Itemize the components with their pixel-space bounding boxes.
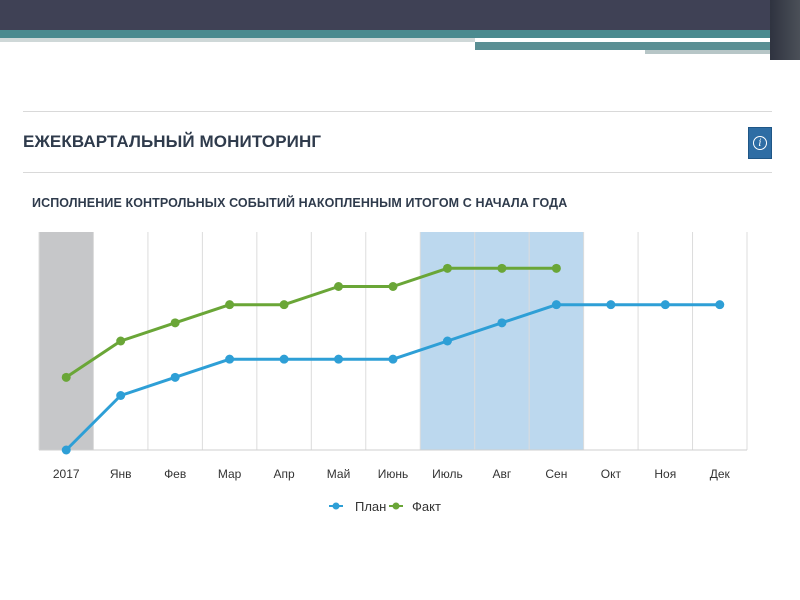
banner-light-band-right <box>645 50 785 54</box>
data-point-0-5 <box>334 354 344 364</box>
series-line-1 <box>65 266 557 379</box>
x-tick-label: Сен <box>545 467 567 481</box>
chart-grid <box>38 232 748 451</box>
data-point-1-6 <box>388 282 398 291</box>
data-point-0-7 <box>442 336 452 346</box>
legend-marker-0 <box>332 502 340 510</box>
data-point-0-11 <box>660 300 670 310</box>
x-tick-label: Дек <box>710 467 731 481</box>
legend-marker-1 <box>392 502 400 510</box>
data-point-0-12 <box>715 300 725 310</box>
data-point-0-10 <box>606 300 616 310</box>
x-tick-label: Ноя <box>654 467 676 481</box>
data-point-1-3 <box>225 300 235 310</box>
x-tick-label: Мар <box>218 467 242 481</box>
banner-teal-band-right <box>475 42 800 50</box>
data-point-0-2 <box>170 372 180 382</box>
divider-bottom <box>23 172 772 173</box>
data-point-0-0 <box>61 445 71 455</box>
data-point-0-8 <box>497 318 507 328</box>
data-point-0-6 <box>388 354 398 364</box>
banner-teal-band <box>0 30 800 38</box>
data-point-1-2 <box>170 318 180 328</box>
page-title: ЕЖЕКВАРТАЛЬНЫЙ МОНИТОРИНГ <box>23 132 322 151</box>
highlight-band-0 <box>39 232 94 450</box>
data-point-0-9 <box>551 300 561 310</box>
data-point-0-4 <box>279 354 289 364</box>
x-tick-label: Авг <box>493 467 512 481</box>
data-point-1-7 <box>442 263 452 273</box>
data-point-0-1 <box>116 391 126 400</box>
banner-light-band <box>0 38 475 42</box>
x-tick-label: Окт <box>601 467 622 481</box>
data-point-1-9 <box>551 263 561 273</box>
x-tick-label: 2017 <box>53 467 80 481</box>
series-points <box>61 263 725 455</box>
x-tick-label: Июнь <box>378 467 409 481</box>
data-point-1-0 <box>61 372 71 382</box>
x-tick-label: Июль <box>432 467 463 481</box>
data-point-0-3 <box>225 354 235 364</box>
legend-label-0: План <box>355 499 386 514</box>
divider-top <box>23 111 772 112</box>
info-icon: i <box>753 136 767 150</box>
slide-top-banner <box>0 0 800 60</box>
line-chart: 2017 Янв Фев Мар Апр Май Июнь Июль Авг Сен Окт Ноя Д… <box>38 232 748 514</box>
legend-label-1: Факт <box>412 499 441 514</box>
x-axis-ticks: 2017 Янв Фев Мар Апр Май Июнь Июль Авг Сен Окт Ноя Д… <box>53 467 731 481</box>
x-tick-label: Май <box>327 467 351 481</box>
info-button[interactable]: i <box>748 127 772 159</box>
x-tick-label: Фев <box>164 467 186 481</box>
chart-legend: План Факт <box>329 499 441 514</box>
data-point-1-1 <box>116 336 126 346</box>
x-tick-label: Янв <box>110 467 132 481</box>
banner-corner <box>770 0 800 60</box>
banner-dark-band <box>0 0 800 30</box>
chart-title: ИСПОЛНЕНИЕ КОНТРОЛЬНЫХ СОБЫТИЙ НАКОПЛЕНН… <box>32 196 568 210</box>
data-point-1-4 <box>279 300 289 310</box>
x-tick-label: Апр <box>273 467 295 481</box>
data-point-1-5 <box>334 282 344 291</box>
data-point-1-8 <box>497 263 507 273</box>
